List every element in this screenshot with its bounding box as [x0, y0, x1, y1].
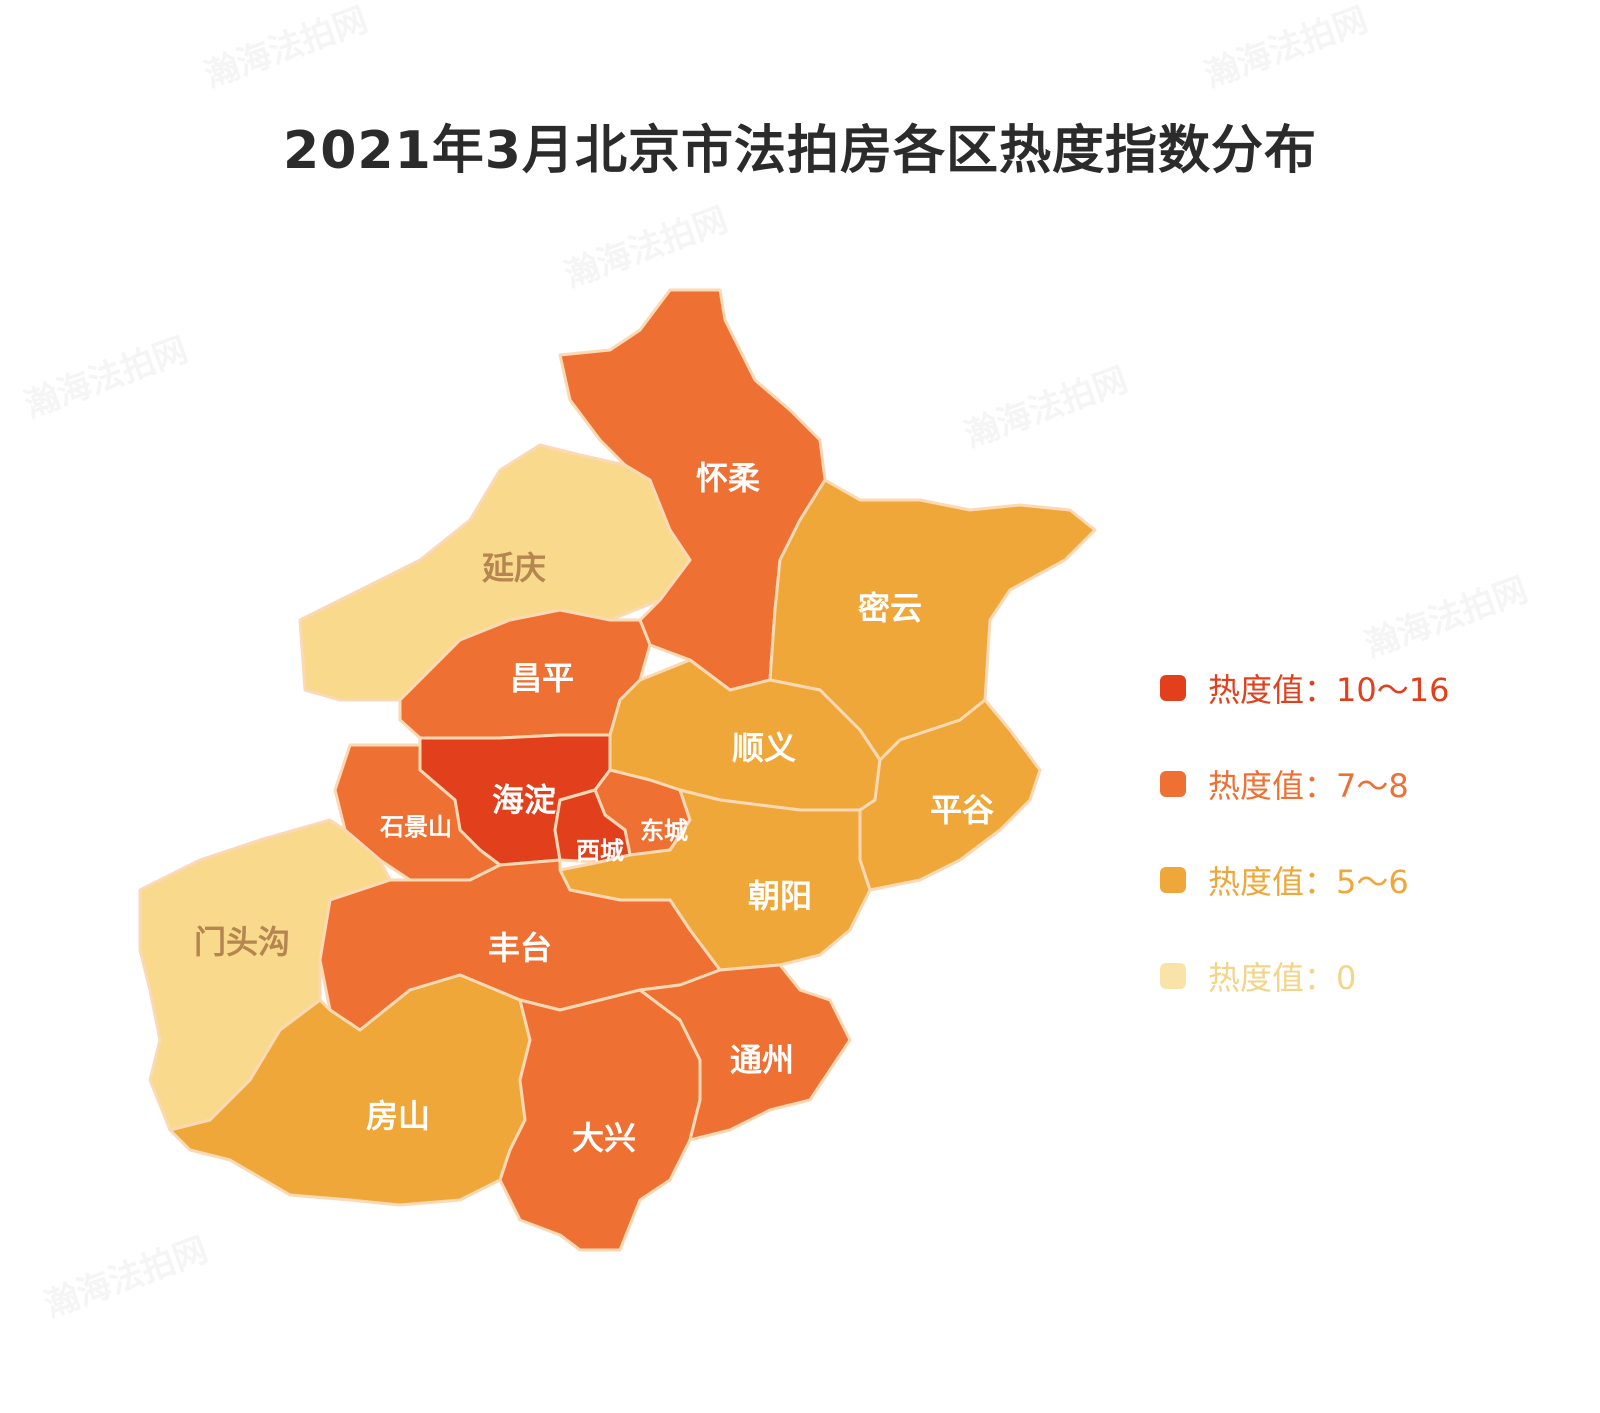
legend-item: 热度值：10～16 [1160, 640, 1449, 736]
legend-item: 热度值：7～8 [1160, 736, 1449, 832]
district-label-yanqing: 延庆 [481, 549, 546, 587]
district-label-tongzhou: 通州 [730, 1041, 794, 1079]
district-tongzhou[interactable] [638, 963, 852, 1142]
district-label-changping: 昌平 [510, 659, 574, 697]
legend-item: 热度值：5～6 [1160, 832, 1449, 928]
page-title: 2021年3月北京市法拍房各区热度指数分布 [283, 121, 1317, 181]
legend-item: 热度值：0 [1160, 928, 1449, 1024]
legend-label: 热度值：5～6 [1208, 863, 1409, 901]
legend-label: 热度值：10～16 [1208, 671, 1450, 709]
district-label-fengtai: 丰台 [488, 929, 552, 967]
district-label-mentougou: 门头沟 [194, 923, 290, 961]
district-label-pinggu: 平谷 [930, 791, 994, 829]
legend-swatch [1160, 771, 1186, 797]
legend-label: 热度值：0 [1208, 959, 1357, 997]
map-legend: 热度值：10～16 热度值：7～8 热度值：5～6 热度值：0 [1160, 640, 1449, 1024]
district-label-huairou: 怀柔 [696, 459, 760, 497]
district-label-xicheng: 西城 [576, 837, 624, 865]
legend-swatch [1160, 963, 1186, 989]
district-label-fangshan: 房山 [366, 1097, 430, 1135]
district-label-shunyi: 顺义 [732, 729, 796, 767]
legend-swatch [1160, 675, 1186, 701]
district-label-shijingshan: 石景山 [379, 813, 452, 841]
district-label-dongcheng: 东城 [640, 817, 688, 845]
district-label-miyun: 密云 [858, 589, 922, 627]
legend-label: 热度值：7～8 [1208, 767, 1409, 805]
district-label-chaoyang: 朝阳 [748, 877, 812, 915]
legend-swatch [1160, 867, 1186, 893]
district-label-haidian: 海淀 [492, 781, 556, 819]
district-label-daxing: 大兴 [572, 1119, 636, 1157]
